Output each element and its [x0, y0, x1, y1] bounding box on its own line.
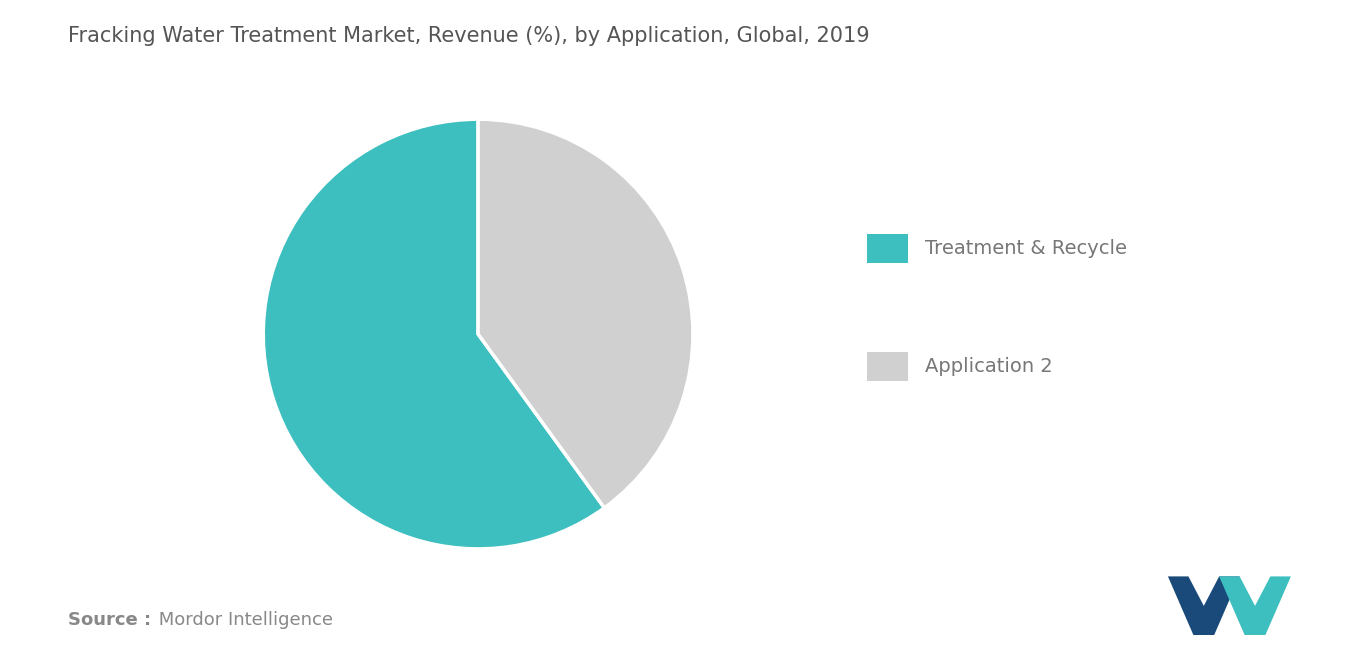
Text: Application 2: Application 2 — [925, 357, 1053, 377]
Text: Fracking Water Treatment Market, Revenue (%), by Application, Global, 2019: Fracking Water Treatment Market, Revenue… — [68, 26, 870, 47]
Text: Mordor Intelligence: Mordor Intelligence — [153, 611, 333, 629]
Polygon shape — [1218, 576, 1291, 635]
Wedge shape — [478, 119, 693, 508]
Polygon shape — [1168, 576, 1240, 635]
Text: Source :: Source : — [68, 611, 152, 629]
Wedge shape — [264, 119, 604, 549]
Text: Treatment & Recycle: Treatment & Recycle — [925, 239, 1127, 259]
